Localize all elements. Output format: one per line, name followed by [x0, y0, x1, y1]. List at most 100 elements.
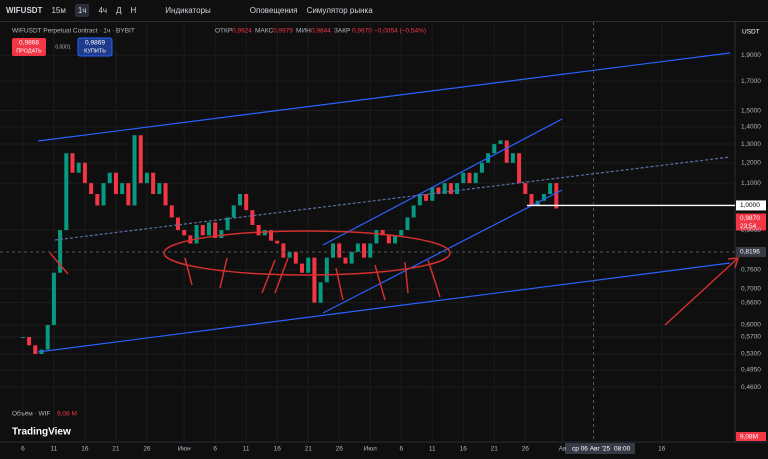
- candle: [442, 183, 447, 195]
- candle: [237, 194, 242, 206]
- y-tick-label: 0,9000: [741, 227, 761, 234]
- sell-label: ПРОДАТЬ: [16, 48, 42, 54]
- candle: [473, 172, 478, 184]
- volume-value: 9,08 М: [57, 411, 77, 418]
- candle: [231, 205, 236, 218]
- candle: [151, 172, 156, 195]
- candle: [498, 140, 503, 145]
- candle: [510, 153, 515, 163]
- candle: [541, 194, 546, 201]
- trend-line: [37, 52, 731, 142]
- x-tick-label: 26: [522, 446, 530, 453]
- candle: [399, 230, 404, 236]
- crosshair-time: 08:00: [614, 446, 631, 453]
- replay-button[interactable]: Симулятор рынка: [306, 6, 373, 15]
- candle: [343, 257, 348, 264]
- candle: [138, 135, 143, 184]
- x-tick-label: 11: [243, 446, 250, 453]
- interval[interactable]: Д: [116, 6, 122, 15]
- x-tick-label: 21: [491, 446, 499, 453]
- legend-value: 0,9924: [232, 28, 252, 35]
- candle: [492, 144, 497, 154]
- x-tick-label: Июн: [178, 446, 192, 453]
- trend-line: [322, 118, 563, 246]
- candle: [287, 251, 292, 258]
- candle: [517, 153, 522, 184]
- candle: [58, 230, 63, 273]
- candle: [113, 172, 118, 195]
- candle: [82, 162, 87, 184]
- candle: [355, 243, 360, 252]
- candle: [95, 194, 100, 206]
- candle: [424, 194, 429, 201]
- candle: [293, 251, 298, 264]
- candle: [45, 324, 50, 350]
- countdown: 23:54: [740, 223, 757, 230]
- legend-change: −0,0054 (−0,54%): [374, 28, 426, 35]
- buy-label: КУПИТЬ: [84, 48, 106, 54]
- y-tick-label: 1,5000: [741, 107, 761, 114]
- candle: [386, 235, 391, 244]
- candle: [349, 251, 354, 264]
- candle: [523, 183, 528, 195]
- candle: [318, 282, 323, 303]
- legend-title: WIFUSDT Perpetual Contract · 1ч · BYBIT: [12, 28, 135, 35]
- candle: [144, 172, 149, 184]
- alerts-button[interactable]: Оповещения: [249, 6, 298, 15]
- candle: [157, 183, 162, 195]
- candle: [76, 162, 81, 173]
- candle: [417, 194, 422, 206]
- indicators-button[interactable]: Индикаторы: [165, 6, 211, 15]
- y-tick-label: 1,9000: [741, 52, 761, 59]
- candle: [182, 230, 187, 236]
- x-tick-label: 21: [112, 446, 120, 453]
- candle: [467, 172, 472, 184]
- x-tick-label: 16: [460, 446, 468, 453]
- candle: [554, 183, 559, 209]
- buy-button[interactable]: [77, 37, 113, 57]
- candle: [262, 230, 267, 236]
- candle: [120, 183, 125, 195]
- interval[interactable]: Н: [130, 6, 137, 15]
- candle: [20, 336, 25, 338]
- legend-label: МАКС: [255, 28, 273, 35]
- y-tick-label: 1,7000: [741, 78, 761, 85]
- candle: [331, 243, 336, 258]
- candle: [455, 183, 460, 195]
- symbol[interactable]: WIFUSDT: [6, 6, 43, 15]
- candle: [436, 187, 441, 195]
- candle: [126, 183, 131, 206]
- candle: [393, 235, 398, 244]
- interval[interactable]: 15м: [51, 6, 66, 15]
- candle: [300, 263, 305, 273]
- candle: [504, 140, 509, 163]
- interval[interactable]: 4ч: [98, 6, 108, 15]
- legend-label: ОТКР: [215, 28, 232, 35]
- legend-value: 0,9979: [273, 28, 293, 35]
- x-tick-label: 6: [21, 446, 25, 453]
- volume-label: Объём · WIF: [12, 410, 50, 418]
- sell-button[interactable]: [12, 38, 46, 56]
- price-label: 1,0000: [740, 202, 760, 209]
- y-tick-label: 0,6600: [741, 299, 761, 306]
- candle: [132, 135, 137, 206]
- candle: [337, 243, 342, 258]
- trend-line: [322, 189, 563, 314]
- interval[interactable]: 1ч: [74, 4, 90, 17]
- x-tick-label: 21: [305, 446, 313, 453]
- currency[interactable]: USDT: [742, 29, 760, 36]
- x-tick-label: 11: [51, 446, 58, 453]
- trend-line: [54, 156, 731, 241]
- candle: [107, 172, 112, 184]
- price-label-box: [736, 213, 766, 231]
- price-label-box: [736, 200, 766, 211]
- candle: [461, 172, 466, 184]
- y-tick-label: 0,5300: [741, 351, 761, 358]
- candle: [70, 153, 75, 173]
- candle: [411, 205, 416, 218]
- candle: [256, 224, 261, 236]
- candle: [101, 183, 106, 206]
- y-tick-label: 1,1000: [741, 180, 761, 187]
- crosshair-date: ср 06 Авг '25: [572, 446, 611, 453]
